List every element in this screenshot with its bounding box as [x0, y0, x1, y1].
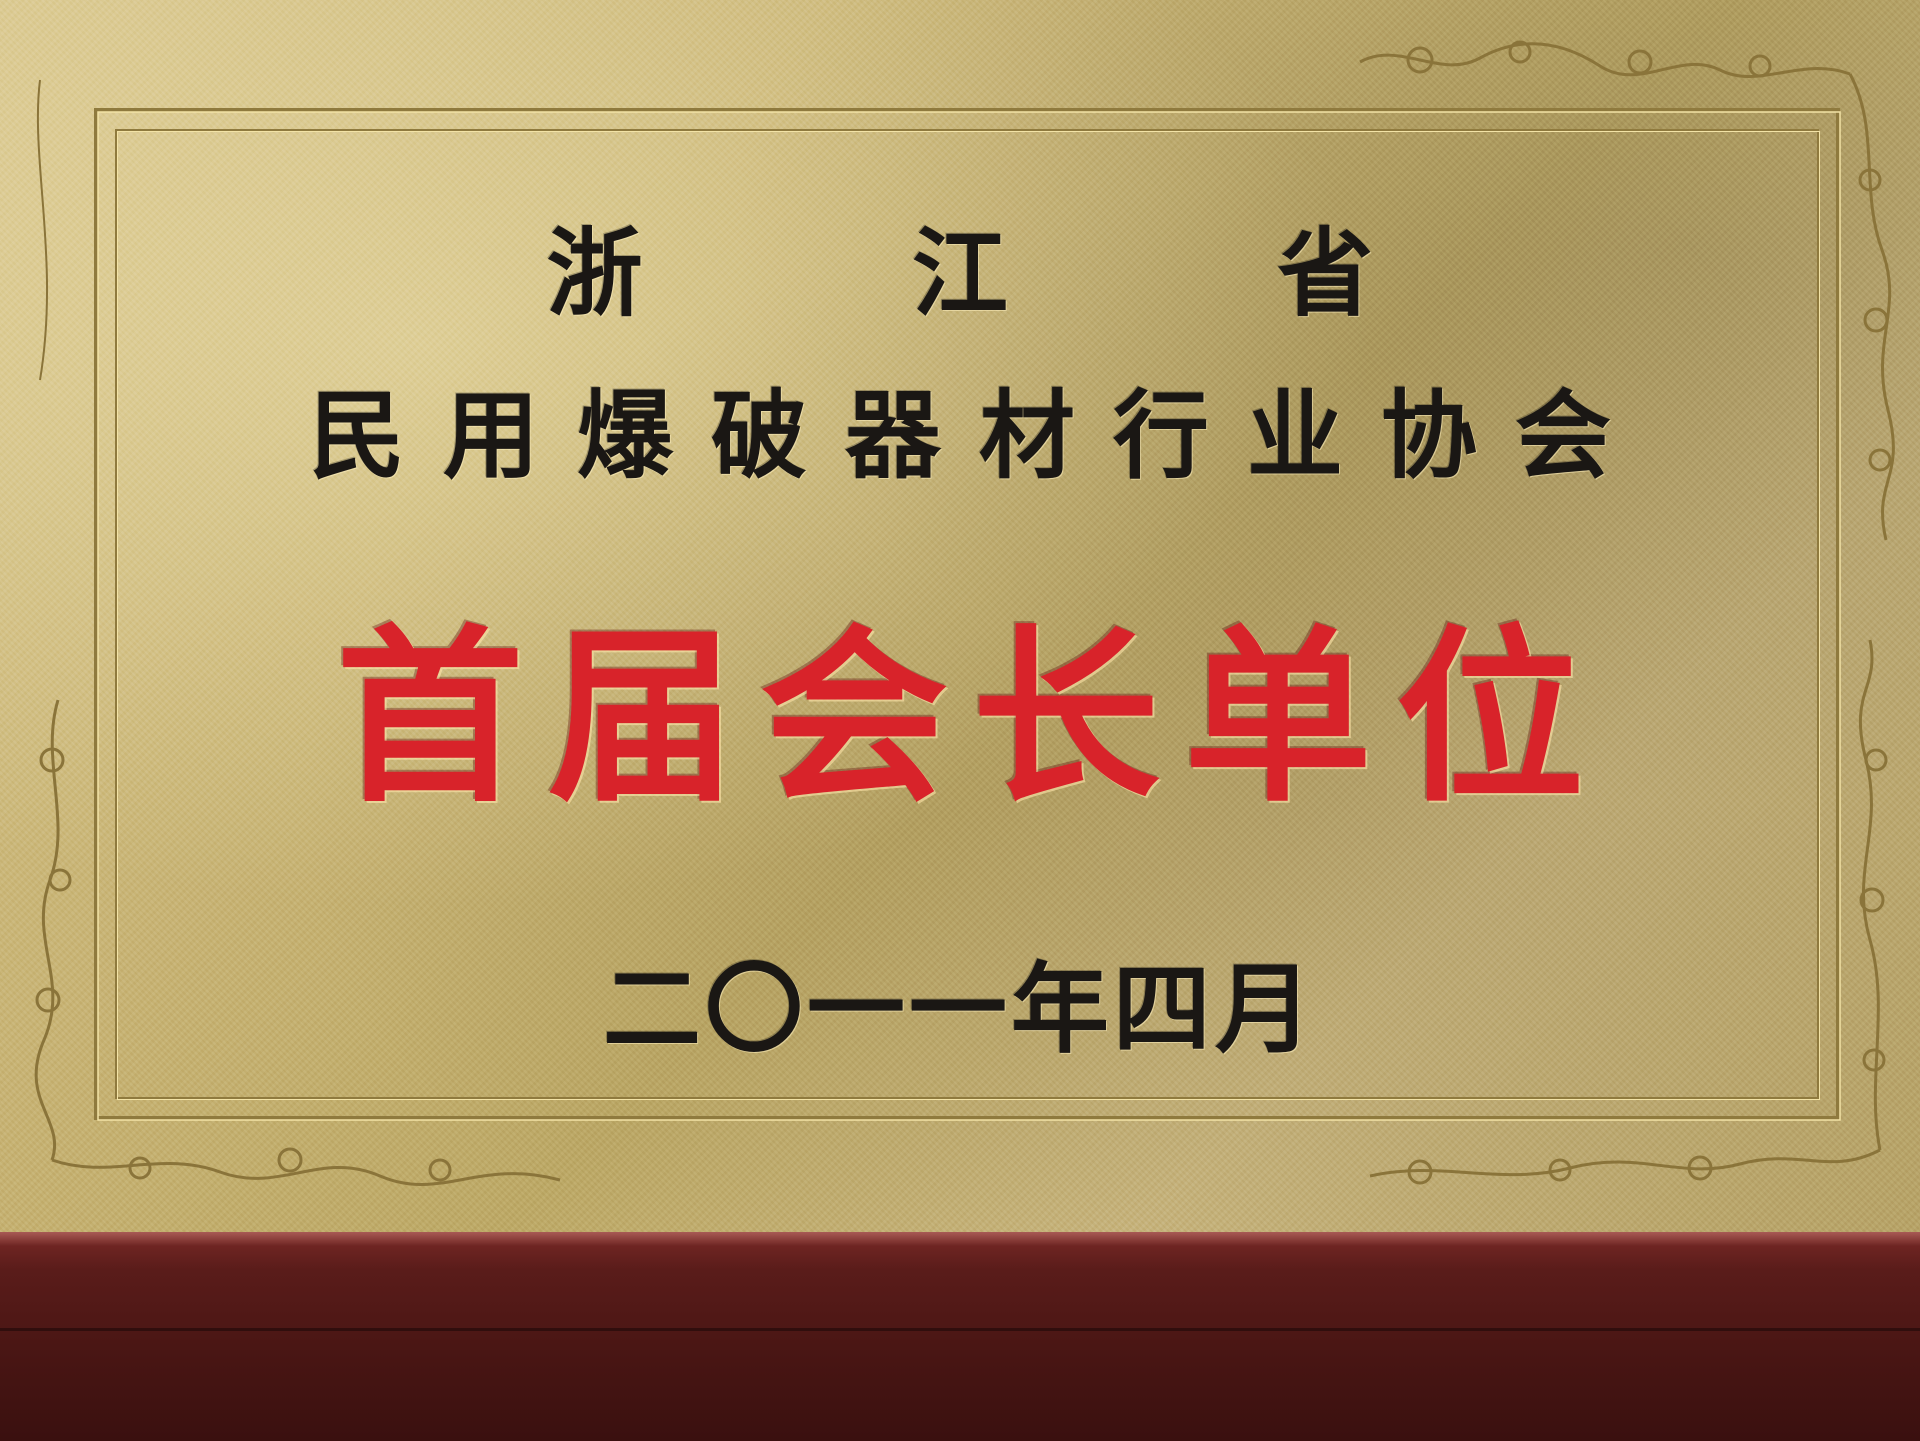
- wooden-plaque-base: [0, 1232, 1920, 1441]
- association-name: 民用爆破器材行业协会: [309, 380, 1649, 492]
- plaque-texture: [0, 0, 1920, 1232]
- province-text: 浙 江 省: [546, 218, 1492, 330]
- corner-ornament-bottom-left: [34, 79, 561, 1186]
- corner-ornament-top-right: [1359, 40, 1895, 541]
- gold-plaque: 浙 江 省 民用爆破器材行业协会 首届会长单位 二〇一一年四月: [0, 0, 1920, 1232]
- base-groove: [0, 1328, 1920, 1331]
- award-date: 二〇一一年四月: [602, 953, 1317, 1067]
- corner-ornament-bottom-right: [1369, 639, 1888, 1185]
- decorative-border: [34, 40, 1895, 1186]
- award-title: 首届会长单位: [336, 609, 1608, 828]
- base-edge-highlight: [0, 1232, 1920, 1246]
